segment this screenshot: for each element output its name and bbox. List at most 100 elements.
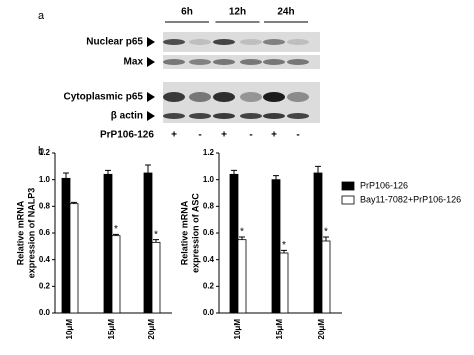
row-arrow bbox=[147, 111, 155, 121]
y-tick-label: 0.0 bbox=[39, 308, 51, 317]
legend-label: PrP106-126 bbox=[360, 180, 408, 190]
y-tick-label: 0.8 bbox=[39, 201, 51, 210]
bar bbox=[279, 252, 289, 314]
bar bbox=[321, 240, 331, 314]
y-tick-label: 0.2 bbox=[203, 281, 215, 290]
x-tick-label: 15μM bbox=[107, 319, 116, 340]
y-tick-label: 0.4 bbox=[203, 255, 215, 264]
timepoint-label: 24h bbox=[277, 7, 294, 18]
x-tick-label: 10μM bbox=[233, 319, 242, 340]
error-bar bbox=[63, 172, 69, 179]
blot-band bbox=[213, 92, 235, 102]
y-tick-label: 0.8 bbox=[203, 201, 215, 210]
y-tick-label: 1.2 bbox=[39, 148, 51, 157]
error-bar bbox=[281, 249, 287, 253]
error-bar bbox=[231, 169, 237, 175]
blot-band bbox=[287, 59, 309, 65]
y-tick-label: 0.2 bbox=[39, 281, 51, 290]
legend-swatch bbox=[341, 181, 355, 191]
blot-band bbox=[287, 92, 309, 102]
y-tick-label: 1.0 bbox=[39, 175, 51, 184]
treatment-sign: + bbox=[221, 130, 227, 141]
bar bbox=[61, 177, 71, 314]
treatment-sign: + bbox=[171, 130, 177, 141]
error-bar bbox=[239, 236, 245, 240]
bar bbox=[313, 172, 323, 314]
x-tick-label: 10μM bbox=[65, 319, 74, 340]
blot-band bbox=[240, 113, 262, 119]
bar bbox=[111, 235, 121, 314]
significance-mark: * bbox=[282, 240, 286, 251]
row-label: β actin bbox=[111, 111, 143, 122]
legend-swatch bbox=[341, 195, 355, 205]
treatment-sign: - bbox=[198, 130, 201, 141]
blot-band bbox=[263, 92, 285, 102]
bar bbox=[143, 172, 153, 314]
bar bbox=[103, 173, 113, 314]
panel-label: a bbox=[38, 10, 45, 22]
treatment-sign: + bbox=[271, 130, 277, 141]
timepoint-label: 12h bbox=[229, 7, 246, 18]
blot-band bbox=[213, 59, 235, 65]
row-arrow bbox=[147, 92, 155, 102]
blot-band bbox=[213, 39, 235, 45]
blot-band bbox=[163, 92, 185, 102]
blot-band bbox=[163, 39, 185, 45]
x-tick-label: 15μM bbox=[275, 319, 284, 340]
blot-band bbox=[189, 59, 211, 65]
blot-band bbox=[189, 92, 211, 102]
bar bbox=[237, 239, 247, 314]
y-tick-label: 1.0 bbox=[203, 175, 215, 184]
y-axis-label: expression of NALP3 bbox=[26, 188, 36, 279]
error-bar bbox=[315, 165, 321, 173]
blot-band bbox=[263, 59, 285, 65]
y-tick-label: 1.2 bbox=[203, 148, 215, 157]
significance-mark: * bbox=[324, 227, 328, 238]
row-arrow bbox=[147, 37, 155, 47]
blot-band bbox=[240, 92, 262, 102]
blot-band bbox=[213, 113, 235, 119]
blot-band bbox=[287, 113, 309, 119]
blot-band bbox=[263, 39, 285, 45]
row-label: Nuclear p65 bbox=[86, 37, 143, 48]
bar bbox=[271, 179, 281, 314]
significance-mark: * bbox=[114, 224, 118, 235]
bar bbox=[69, 203, 79, 314]
legend-label: Bay11-7082+PrP106-126 bbox=[360, 194, 461, 204]
y-tick-label: 0.0 bbox=[203, 308, 215, 317]
x-tick-label: 20μM bbox=[147, 319, 156, 340]
row-label: Cytoplasmic p65 bbox=[64, 92, 144, 103]
y-tick-label: 0.6 bbox=[203, 228, 215, 237]
blot-band bbox=[240, 39, 262, 45]
bar bbox=[229, 173, 239, 314]
blot-band bbox=[189, 113, 211, 119]
treatment-sign: - bbox=[296, 130, 299, 141]
blot-band bbox=[287, 39, 309, 45]
x-tick-label: 20μM bbox=[317, 319, 326, 340]
error-bar bbox=[153, 239, 159, 243]
error-bar bbox=[113, 233, 119, 236]
row-label: Max bbox=[124, 57, 144, 68]
error-bar bbox=[145, 164, 151, 173]
blot-band bbox=[240, 59, 262, 65]
blot-band bbox=[163, 59, 185, 65]
treatment-sign: - bbox=[249, 130, 252, 141]
row-arrow bbox=[147, 57, 155, 67]
y-tick-label: 0.4 bbox=[39, 255, 51, 264]
y-axis-label: Relative mRNA bbox=[179, 200, 189, 265]
error-bar bbox=[105, 169, 111, 175]
y-axis-label: expression of ASC bbox=[190, 193, 200, 273]
y-axis-label: Relative mRNA bbox=[15, 200, 25, 265]
blot-strip bbox=[163, 32, 320, 52]
significance-mark: * bbox=[154, 229, 158, 240]
y-tick-label: 0.6 bbox=[39, 228, 51, 237]
treatment-label: PrP106-126 bbox=[100, 130, 154, 141]
timepoint-label: 6h bbox=[181, 7, 193, 18]
blot-band bbox=[189, 39, 211, 45]
bar bbox=[151, 241, 161, 314]
blot-band bbox=[163, 113, 185, 119]
error-bar bbox=[71, 201, 77, 204]
panel-label: b bbox=[38, 145, 44, 157]
error-bar bbox=[273, 175, 279, 180]
